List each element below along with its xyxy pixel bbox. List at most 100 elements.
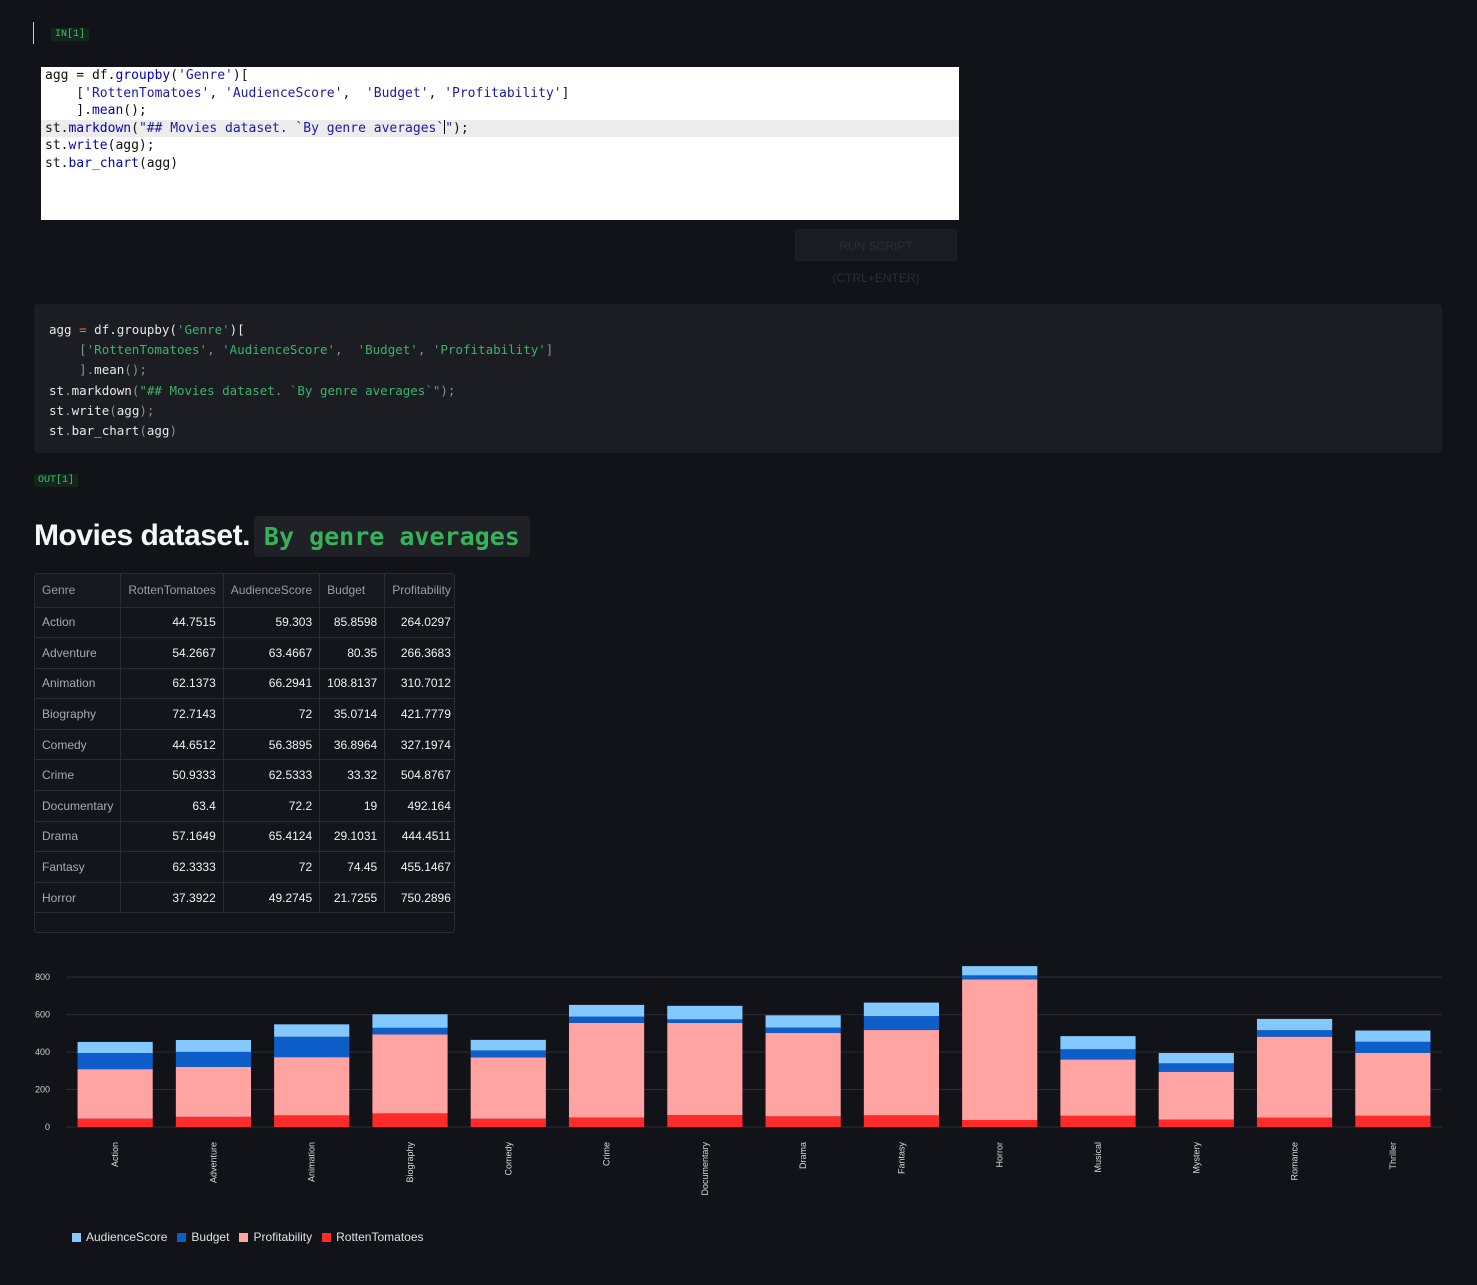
table-cell: 327.1974 [384,729,454,761]
table-row: Crime 50.9333 62.5333 33.32 504.8767 [35,759,454,792]
x-tick-label: Animation [307,1142,317,1182]
row-index: Animation [35,668,122,700]
column-header[interactable]: Genre [35,574,122,608]
code-line: agg = df.groupby('Genre')[ [49,322,245,337]
legend-label: Profitability [253,1230,313,1244]
table-cell: 492.164 [384,790,454,822]
code-editor[interactable]: agg = df.groupby('Genre')[ ['RottenTomat… [41,67,959,220]
bar-segment [470,1118,546,1127]
output-cell-tag: OUT[1] [34,474,79,487]
table-cell: 29.1031 [319,821,386,853]
y-tick-label: 600 [35,1010,50,1020]
bar-segment [372,1113,448,1127]
bar-segment [274,1115,350,1127]
table-row: Biography 72.7143 72 35.0714 421.7779 [35,698,454,730]
table-cell: 66.2941 [223,668,321,700]
row-index: Documentary [35,790,122,822]
table-cell: 65.4124 [223,821,321,853]
bar-segment [1158,1063,1234,1072]
legend-swatch [177,1232,187,1242]
table-cell: 54.2667 [120,637,224,669]
table-cell: 62.1373 [120,668,224,700]
bar-segment [1355,1041,1431,1053]
table-cell: 57.1649 [120,821,224,853]
table-cell: 74.45 [319,851,386,883]
output-heading: Movies dataset. By genre averages [34,516,530,557]
column-header[interactable]: RottenTomatoes [120,574,224,608]
bar-segment [372,1027,448,1035]
row-index: Adventure [35,637,122,669]
y-tick-label: 0 [45,1122,50,1132]
legend-swatch [322,1232,332,1242]
table-cell: 421.7779 [384,698,454,730]
x-tick-label: Adventure [208,1142,218,1183]
legend-item[interactable]: Profitability [239,1230,312,1244]
editor-cursor [33,22,34,44]
bar-segment [1060,1115,1136,1127]
bar-segment [667,1115,743,1127]
table-header-row: Genre RottenTomatoes AudienceScore Budget Pr… [35,574,454,608]
table-cell: 62.3333 [120,851,224,883]
x-tick-label: Fantasy [896,1142,906,1175]
code-line: st.bar_chart(agg) [49,423,177,439]
row-index: Crime [35,759,122,792]
legend-label: AudienceScore [86,1230,168,1244]
table-row: Animation 62.1373 66.2941 108.8137 310.7012 [35,668,454,700]
bar-segment [175,1116,252,1127]
bar-segment [1256,1018,1333,1031]
table-cell: 310.7012 [384,668,454,700]
bar-segment [175,1066,252,1117]
x-tick-label: Musical [1093,1142,1103,1173]
bar-segment [765,1027,841,1034]
legend-item[interactable]: Budget [177,1230,229,1244]
table-cell: 85.8598 [319,607,386,639]
x-tick-label: Horror [995,1142,1005,1168]
table-cell: 264.0297 [384,607,454,639]
editor-line: st.write(agg); [45,138,155,153]
row-index: Action [35,607,122,639]
row-index: Drama [35,821,122,853]
table-row: Adventure 54.2667 63.4667 80.35 266.3683 [35,637,454,669]
row-index: Biography [35,698,122,730]
table-cell: 59.303 [223,607,321,639]
editor-line-active: st.markdown("## Movies dataset. `By genr… [41,119,959,137]
x-tick-label: Biography [405,1142,415,1183]
legend-item[interactable]: RottenTomatoes [322,1230,424,1244]
bar-segment [1158,1071,1234,1120]
bar-segment [274,1036,350,1058]
table-row: Action 44.7515 59.303 85.8598 264.0297 [35,607,454,639]
bar-segment [470,1057,546,1119]
bar-segment [568,1117,645,1127]
bar-segment [962,979,1038,1120]
bar-segment [863,1030,940,1116]
editor-line: st.bar_chart(agg) [45,155,179,171]
column-header[interactable]: Budget [319,574,386,608]
table-row: Fantasy 62.3333 72 74.45 455.1467 [35,851,454,883]
editor-line: agg = df.groupby('Genre')[ [45,68,249,83]
bar-segment [470,1050,546,1058]
x-tick-label: Mystery [1191,1142,1201,1174]
dataframe-table[interactable]: Genre RottenTomatoes AudienceScore Budget Pr… [34,573,455,933]
table-cell: 108.8137 [319,668,386,700]
bar-segment [667,1019,743,1023]
run-script-button[interactable]: RUN SCRIPT (CTRL+ENTER) [795,229,957,285]
x-tick-label: Thriller [1388,1142,1398,1170]
bar-segment [77,1118,153,1127]
bar-segment [863,1002,940,1017]
row-index: Comedy [35,729,122,761]
row-index: Horror [35,882,122,914]
editor-line: ].mean(); [45,103,147,118]
bar-segment [1256,1030,1333,1037]
bar-segment [274,1024,350,1037]
legend-item[interactable]: AudienceScore [72,1230,167,1244]
table-cell: 35.0714 [319,698,386,730]
column-header[interactable]: Profitability [384,574,454,608]
code-line: ].mean(); [79,362,147,378]
row-index: Fantasy [35,851,122,883]
bar-segment [765,1015,841,1028]
column-header[interactable]: AudienceScore [223,574,321,608]
bar-segment [962,966,1038,976]
x-tick-label: Romance [1290,1142,1300,1181]
legend-swatch [72,1232,81,1242]
legend-label: Budget [191,1230,230,1244]
